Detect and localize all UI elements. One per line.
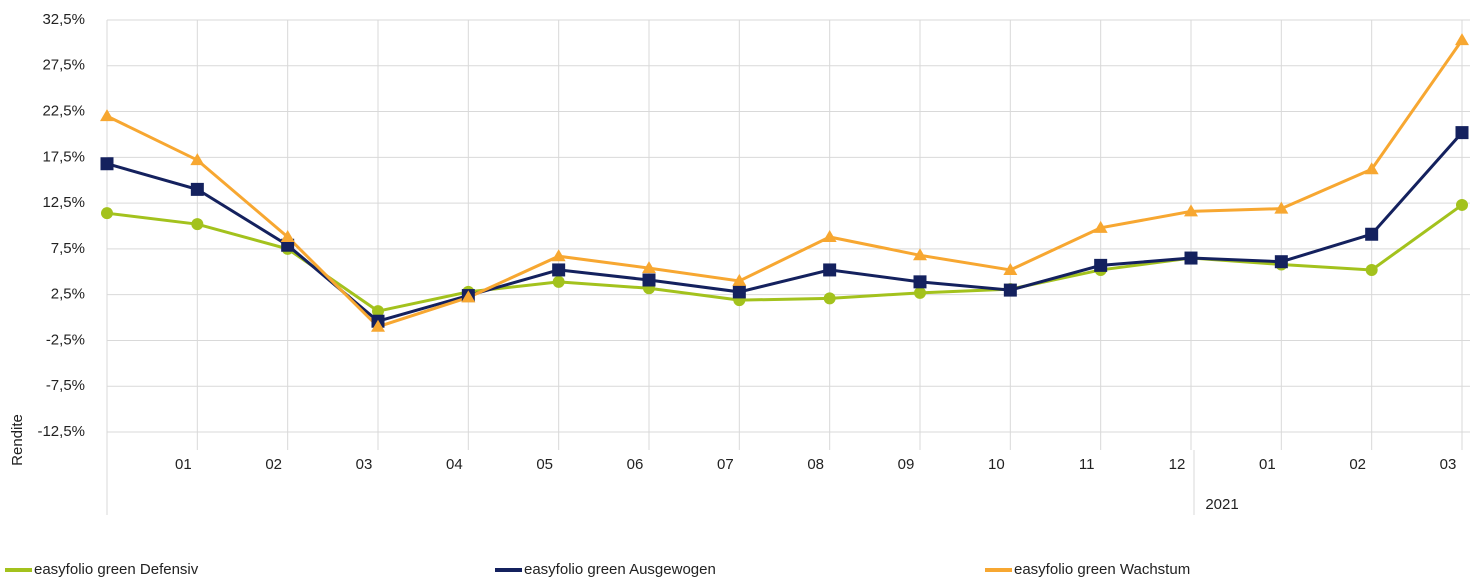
marker bbox=[732, 285, 746, 299]
marker bbox=[372, 305, 384, 318]
y-tick-label: -2,5% bbox=[46, 331, 85, 348]
legend-item: easyfolio green Defensiv bbox=[5, 561, 199, 578]
marker bbox=[552, 275, 565, 288]
y-tick-label: 12,5% bbox=[42, 194, 85, 211]
y-tick-label: 17,5% bbox=[42, 148, 85, 165]
x-tick-label: 10 bbox=[988, 456, 1005, 473]
marker bbox=[823, 263, 837, 277]
y-tick-label: 22,5% bbox=[42, 103, 85, 120]
marker bbox=[822, 229, 837, 242]
x-tick-label: 03 bbox=[1440, 456, 1457, 473]
x-tick-label: 01 bbox=[1259, 456, 1276, 473]
marker bbox=[100, 109, 114, 122]
x-tick-label: 06 bbox=[627, 456, 644, 473]
legend-label: easyfolio green Ausgewogen bbox=[524, 561, 716, 578]
marker bbox=[1455, 126, 1469, 140]
marker bbox=[101, 207, 113, 220]
marker bbox=[1365, 263, 1378, 276]
x-tick-label: 07 bbox=[717, 456, 734, 473]
y-tick-label: -7,5% bbox=[46, 377, 85, 394]
x-tick-label: 01 bbox=[175, 456, 192, 473]
marker bbox=[642, 261, 656, 274]
x-tick-label: 11 bbox=[1079, 456, 1095, 473]
legend-item: easyfolio green Wachstum bbox=[985, 561, 1190, 578]
marker bbox=[190, 153, 205, 166]
legend-label: easyfolio green Defensiv bbox=[34, 561, 199, 578]
marker bbox=[642, 273, 656, 287]
marker bbox=[1184, 204, 1198, 217]
marker bbox=[1274, 255, 1288, 269]
marker bbox=[461, 290, 476, 303]
marker bbox=[1184, 251, 1198, 265]
marker bbox=[190, 182, 204, 196]
marker bbox=[551, 249, 566, 262]
marker bbox=[1365, 227, 1379, 241]
marker bbox=[913, 275, 927, 289]
x-tick-label: 02 bbox=[1349, 456, 1366, 473]
y-tick-label: 27,5% bbox=[42, 57, 85, 74]
y-tick-label: 32,5% bbox=[42, 11, 85, 28]
x-tick-label: 12 bbox=[1169, 456, 1186, 473]
marker bbox=[1456, 198, 1468, 211]
marker bbox=[1364, 162, 1379, 175]
x-tick-label: 05 bbox=[536, 456, 553, 473]
y-tick-label: 7,5% bbox=[51, 240, 85, 257]
legend-label: easyfolio green Wachstum bbox=[1014, 561, 1190, 578]
marker bbox=[1093, 220, 1108, 233]
marker bbox=[1003, 283, 1017, 297]
marker bbox=[913, 248, 927, 261]
y-axis-label: Rendite bbox=[9, 414, 26, 466]
marker bbox=[732, 273, 747, 286]
marker bbox=[823, 292, 836, 305]
marker bbox=[191, 218, 204, 231]
marker bbox=[552, 263, 566, 277]
group-label: 2021 bbox=[1205, 496, 1238, 513]
marker bbox=[371, 319, 385, 332]
marker bbox=[1455, 33, 1469, 46]
y-tick-label: 2,5% bbox=[51, 286, 85, 303]
legend-item: easyfolio green Ausgewogen bbox=[495, 561, 716, 578]
x-tick-label: 08 bbox=[807, 456, 824, 473]
x-tick-label: 03 bbox=[356, 456, 373, 473]
marker bbox=[1274, 201, 1289, 214]
marker bbox=[1094, 258, 1108, 272]
marker bbox=[280, 229, 295, 242]
y-tick-label: -12,5% bbox=[37, 423, 85, 440]
marker bbox=[1003, 262, 1018, 275]
marker bbox=[100, 157, 114, 171]
x-tick-label: 04 bbox=[446, 456, 463, 473]
x-tick-label: 09 bbox=[898, 456, 915, 473]
marker bbox=[914, 286, 926, 299]
series-line bbox=[106, 131, 1464, 323]
x-tick-label: 02 bbox=[265, 456, 282, 473]
series-line bbox=[106, 39, 1464, 329]
